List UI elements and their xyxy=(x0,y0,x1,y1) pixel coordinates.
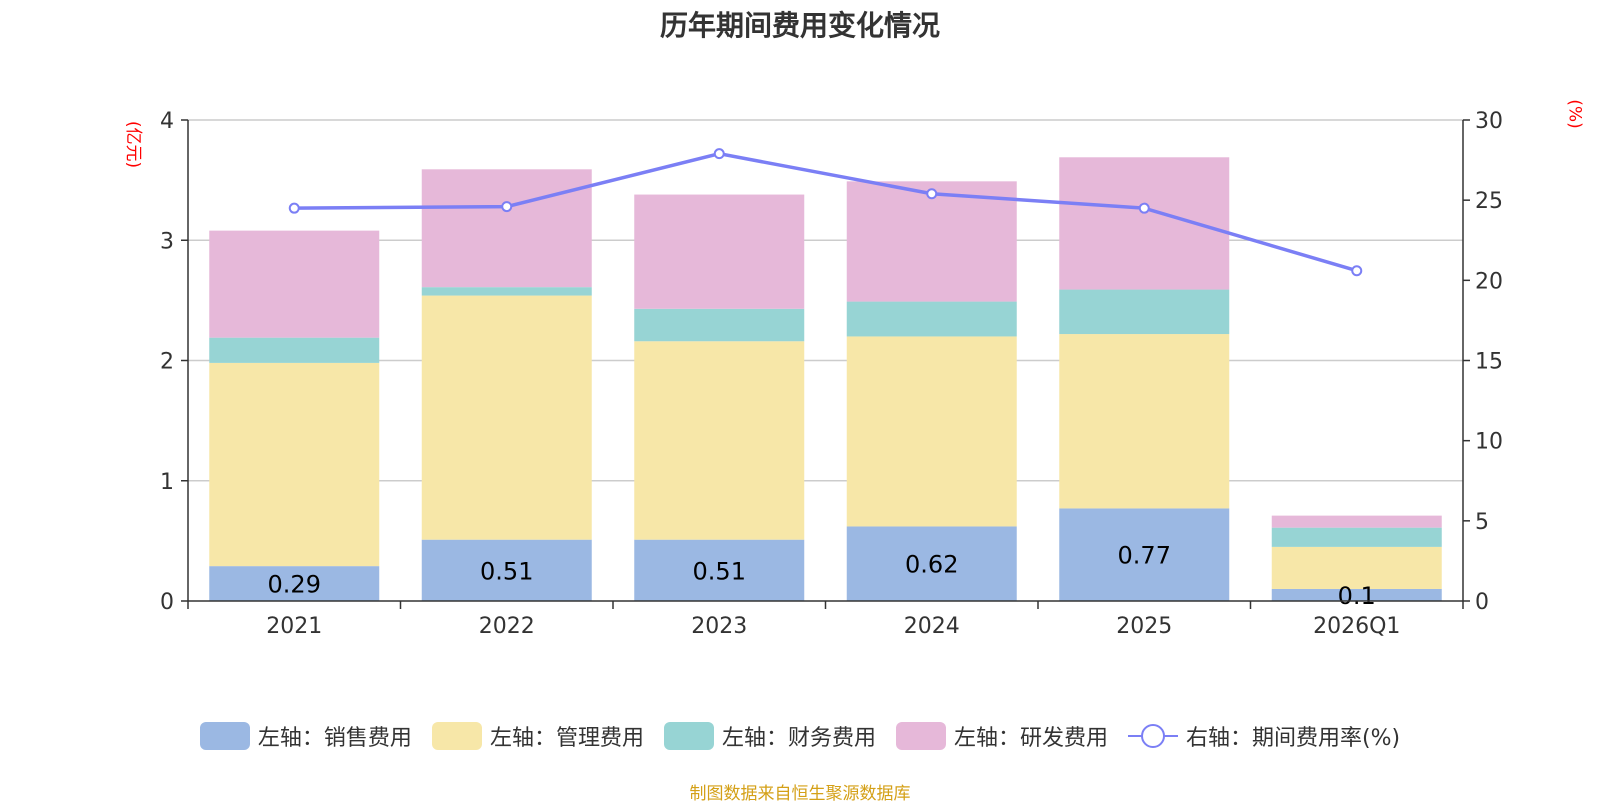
legend-label-expense-rate: 右轴：期间费用率(%) xyxy=(1185,726,1401,751)
right-axis-tick-label: 0 xyxy=(1475,590,1489,615)
bar-segment xyxy=(1271,515,1442,528)
legend-swatch-rd xyxy=(895,722,946,750)
expense-rate-point xyxy=(1138,202,1150,214)
bar-segment xyxy=(1059,334,1230,509)
bar-data-label: 0.62 xyxy=(905,551,958,579)
right-axis-tick-label: 15 xyxy=(1475,350,1503,375)
bar-segment xyxy=(1059,508,1230,601)
chart-title: 历年期间费用变化情况 xyxy=(659,9,940,42)
data-source-note: 制图数据来自恒生聚源数据库 xyxy=(689,784,911,804)
bar-segment xyxy=(1271,588,1442,601)
bar-segment xyxy=(1059,289,1230,335)
bar-segment xyxy=(634,308,805,342)
left-axis-tick-label: 1 xyxy=(160,470,174,495)
bar-segment xyxy=(421,295,592,540)
expense-rate-point xyxy=(713,148,725,160)
legend-item-admin[interactable]: 左轴：管理费用 xyxy=(431,720,644,752)
legend-item-rd[interactable]: 左轴：研发费用 xyxy=(895,720,1108,752)
expense-rate-line xyxy=(294,151,1358,273)
legend-swatch-finance xyxy=(663,722,714,750)
legend-label-sales: 左轴：销售费用 xyxy=(257,726,412,751)
bar-segment xyxy=(209,230,380,338)
legend-item-finance[interactable]: 左轴：财务费用 xyxy=(663,720,876,752)
left-axis-tick-label: 4 xyxy=(160,109,174,134)
right-axis-tick-label: 20 xyxy=(1475,269,1503,294)
expense-rate-point xyxy=(1351,265,1363,277)
expense-rate-point xyxy=(501,201,513,213)
legend-line-marker-icon xyxy=(1127,722,1178,750)
legend-label-finance: 左轴：财务费用 xyxy=(721,726,876,751)
x-axis-tick-label: 2022 xyxy=(479,614,535,639)
bar-segment xyxy=(209,566,380,601)
expense-rate-point xyxy=(288,202,300,214)
bar-segment xyxy=(421,287,592,296)
bar-segment xyxy=(634,341,805,540)
x-axis-tick-label: 2023 xyxy=(691,614,747,639)
x-axis-tick-label: 2025 xyxy=(1116,614,1172,639)
legend-item-expense-rate[interactable]: 右轴：期间费用率(%) xyxy=(1127,720,1401,752)
bar-segment xyxy=(209,337,380,363)
bar-data-label: 0.77 xyxy=(1118,542,1171,570)
right-axis-tick-label: 10 xyxy=(1475,430,1503,455)
bar-data-label: 0.29 xyxy=(268,571,321,599)
bar-segment xyxy=(846,336,1017,527)
right-axis-tick-label: 5 xyxy=(1475,510,1489,535)
bar-segment xyxy=(421,169,592,288)
left-axis-tick-label: 0 xyxy=(160,590,174,615)
bar-segment xyxy=(846,301,1017,337)
bar-segment xyxy=(1271,527,1442,547)
bar-segment xyxy=(1271,546,1442,589)
x-axis-tick-label: 2021 xyxy=(266,614,322,639)
right-axis-tick-label: 30 xyxy=(1475,109,1503,134)
legend-item-sales[interactable]: 左轴：销售费用 xyxy=(199,720,412,752)
expense-rate-point xyxy=(926,188,938,200)
legend-swatch-sales xyxy=(199,722,250,750)
bar-data-label: 0.1 xyxy=(1338,582,1376,610)
right-axis-tick-label: 25 xyxy=(1475,189,1503,214)
bar-segment xyxy=(634,194,805,309)
bar-segment xyxy=(634,539,805,601)
legend-label-rd: 左轴：研发费用 xyxy=(953,726,1108,751)
legend-swatch-admin xyxy=(431,722,482,750)
bar-segment xyxy=(209,362,380,567)
legend-label-admin: 左轴：管理费用 xyxy=(489,726,644,751)
legend: 左轴：销售费用 左轴：管理费用 左轴：财务费用 左轴：研发费用 右轴：期间费用率… xyxy=(0,720,1600,752)
bar-segment xyxy=(846,526,1017,601)
left-axis-tick-label: 3 xyxy=(160,229,174,254)
bar-data-label: 0.51 xyxy=(480,557,533,585)
bar-data-label: 0.51 xyxy=(693,557,746,585)
bar-segment xyxy=(846,181,1017,302)
left-axis-tick-label: 2 xyxy=(160,350,174,375)
bar-segment xyxy=(421,539,592,601)
x-axis-tick-label: 2024 xyxy=(904,614,960,639)
x-axis-tick-label: 2026Q1 xyxy=(1313,614,1400,639)
bar-segment xyxy=(1059,157,1230,290)
